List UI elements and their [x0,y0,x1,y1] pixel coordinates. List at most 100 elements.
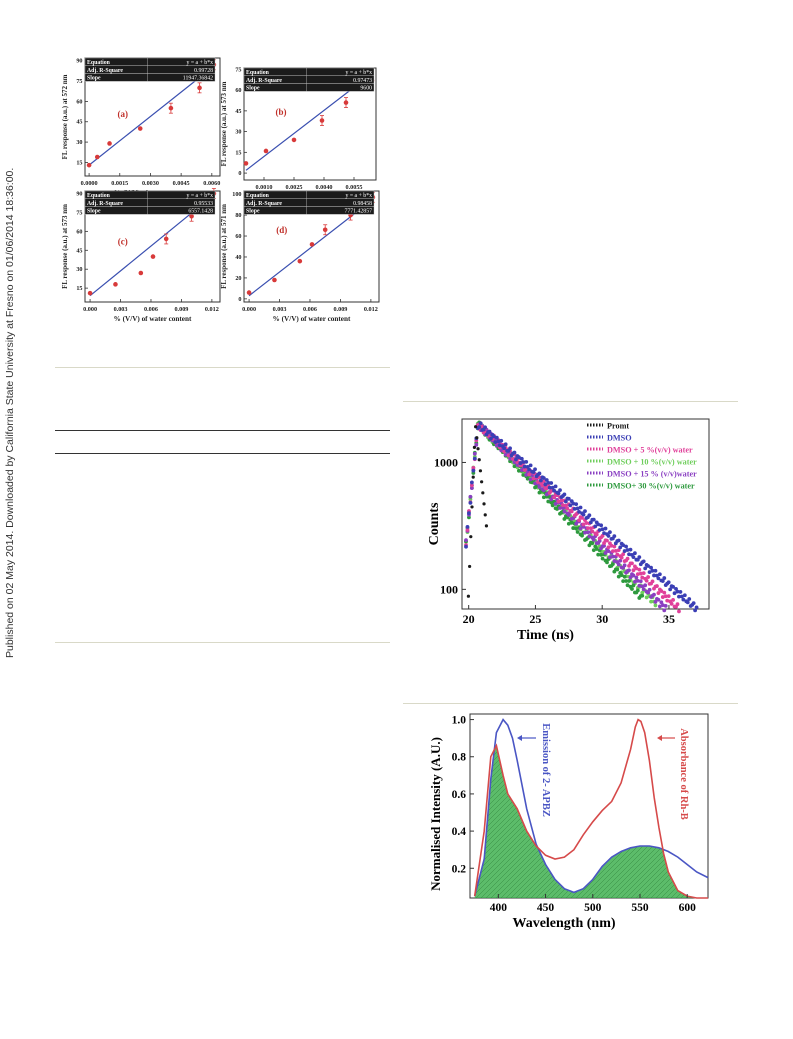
decay-point-4 [543,485,548,490]
spectrum-hatch [700,745,708,898]
decay-point-3 [597,544,602,549]
decay-point-1 [511,451,515,456]
panel-c-panel-label: (c) [118,236,128,246]
decay-point-2 [643,576,648,581]
decay-point-1 [475,426,480,431]
decay-point-5 [587,543,592,548]
decay-point-3 [521,465,526,469]
decay-point-3 [515,465,520,470]
decay-point-1 [562,492,567,497]
decay-point-4 [555,498,559,502]
decay-point-3 [565,515,570,520]
spectrum-hatch [474,745,531,898]
decay-point-4 [631,573,636,578]
decay-point-2 [493,440,498,445]
decay-point-4 [640,584,645,589]
decay-point-4 [534,476,539,481]
decay-point-3 [618,563,623,568]
decay-point-2 [568,508,573,513]
panel-b-panel-label: (b) [275,107,286,117]
decay-y-axis-title: Counts [427,502,442,545]
decay-point-1 [536,472,540,477]
decay-point-5 [544,494,549,499]
decay-point-2 [594,532,599,537]
decay-point-1 [653,568,658,573]
spectrum-hatch [515,745,701,898]
decay-point-2 [666,594,671,599]
decay-point-5 [550,503,555,508]
decay-point-4 [587,534,592,539]
decay-point-1 [678,590,683,594]
decay-point-4 [481,427,486,432]
divider-3 [403,401,738,402]
panel-d-x-tick-label: 0.006 [303,306,317,313]
decay-point-3 [596,541,601,545]
decay-point-4 [559,501,564,506]
decay-point-3 [503,451,508,456]
decay-point-5 [524,474,529,479]
panel-d-y-tick-label: 80 [235,212,241,219]
decay-point-1 [515,454,520,458]
spectrum-hatch [510,745,696,898]
decay-point-1 [524,459,529,464]
decay-point-3 [621,566,626,571]
decay-point-2 [489,435,493,440]
decay-point-2 [524,466,529,470]
decay-point-4 [574,521,579,526]
decay-point-2 [605,538,609,543]
decay-point-3 [622,569,627,574]
decay-point-4 [552,495,557,500]
decay-point-2 [619,555,624,560]
decay-point-1 [549,481,554,485]
panel-d-y-tick-label: 100 [232,191,241,198]
decay-point-5 [533,485,537,490]
decay-point-2 [677,609,681,614]
decay-point-1 [693,608,698,613]
panel-c-stats-value: y = a + b*x [186,193,213,199]
decay-point-3 [562,508,567,513]
decay-point-5 [519,468,524,473]
spectrum-hatch [665,745,708,898]
panel-b-stats-row [243,67,375,77]
decay-point-5 [608,564,612,569]
decay-point-0 [480,480,484,484]
decay-point-4 [469,486,474,491]
decay-point-3 [474,441,479,446]
panel-d-data-point [309,242,315,247]
decay-point-3 [605,548,609,553]
spectrum-hatch [474,745,506,898]
decay-point-5 [565,515,570,519]
panel-c-x-axis-title: % (V/V) of water content [114,315,192,323]
decay-point-3 [635,585,640,590]
decay-point-3 [555,498,559,503]
decay-point-1 [483,425,487,430]
decay-point-5 [612,569,617,574]
decay-point-2 [537,475,542,480]
decay-point-5 [600,556,605,561]
decay-point-4 [499,448,504,453]
decay-point-4 [586,530,590,535]
decay-point-1 [694,605,699,610]
decay-point-2 [527,472,532,477]
decay-point-4 [644,589,649,594]
panel-d-fit-line [248,198,374,297]
decay-point-2 [562,498,567,503]
decay-point-5 [522,468,527,473]
decay-point-5 [555,507,559,511]
spectrum-hatch [474,745,476,898]
decay-point-2 [659,589,664,593]
decay-point-4 [493,436,498,441]
spectrum-hatch [480,745,666,898]
decay-point-4 [590,535,595,540]
decay-point-4 [566,513,571,517]
decay-point-1 [519,456,524,461]
panel-c-data-point [163,236,169,242]
decay-point-4 [561,506,565,510]
decay-point-3 [590,540,595,545]
decay-point-2 [618,554,623,559]
spectrum-x-tick-label: 500 [584,902,602,914]
decay-point-3 [581,530,586,535]
spectrum-hatch [530,745,708,898]
decay-point-2 [649,581,653,586]
decay-point-5 [633,590,637,595]
